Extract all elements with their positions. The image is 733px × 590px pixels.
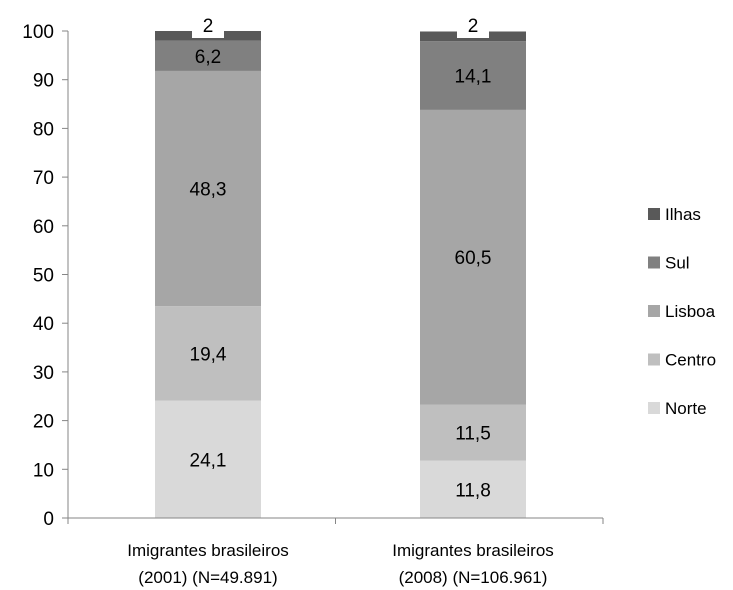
data-label-sul: 6,2	[195, 47, 221, 68]
data-label-ilhas: 2	[203, 16, 214, 37]
legend-swatch-centro	[648, 353, 660, 366]
data-label-norte: 24,1	[190, 450, 227, 471]
bar-segment-centro	[420, 404, 526, 461]
bar-segment-lisboa	[420, 109, 526, 405]
y-tick-label: 20	[33, 412, 54, 433]
data-label-centro: 11,5	[455, 424, 491, 445]
bar-segment-sul	[155, 40, 261, 71]
legend-swatch-norte	[648, 402, 660, 414]
legend-label-ilhas: Ilhas	[665, 205, 701, 224]
y-tick-label: 60	[33, 217, 54, 238]
legend: Ilhas Sul Lisboa Centro Norte	[648, 205, 716, 418]
data-label-sul: 14,1	[455, 67, 492, 88]
bars	[155, 31, 526, 518]
data-labels: 24,1 19,4 48,3 6,2 2 11,8 11,5 60,5 14,1 2	[190, 12, 492, 501]
data-label-background	[457, 12, 489, 38]
y-tick-label: 50	[33, 266, 54, 287]
x-axis: Imigrantes brasileiros (2001) (N=49.891) I…	[67, 517, 604, 587]
legend-swatch-sul	[648, 256, 660, 269]
x-category-label: Imigrantes brasileiros (2001) (N=49.891)	[127, 541, 289, 587]
y-tick-label: 0	[43, 509, 54, 530]
data-label-background	[192, 12, 224, 38]
bar-segment-lisboa	[155, 70, 261, 307]
data-label-norte: 11,8	[455, 480, 491, 501]
legend-swatch-lisboa	[648, 305, 660, 317]
y-tick-label: 40	[33, 314, 54, 335]
legend-label-sul: Sul	[665, 254, 690, 273]
bar-segment-norte	[420, 460, 526, 518]
legend-label-norte: Norte	[665, 399, 707, 418]
data-label-lisboa: 60,5	[455, 248, 492, 269]
data-label-lisboa: 48,3	[190, 180, 227, 201]
x-category-label: Imigrantes brasileiros (2008) (N=106.961)	[392, 541, 554, 587]
y-tick-label: 100	[22, 22, 54, 43]
legend-label-centro: Centro	[665, 351, 716, 370]
y-tick-label: 90	[33, 71, 54, 92]
y-tick-label: 10	[33, 460, 54, 481]
y-tick-label: 80	[33, 119, 54, 140]
bar-segment-centro	[155, 306, 261, 401]
data-label-ilhas: 2	[468, 16, 479, 37]
y-axis: 0 10 20 30 40 50 60 70 80 90 100	[22, 22, 69, 530]
data-label-centro: 19,4	[190, 344, 227, 365]
y-tick-label: 30	[33, 363, 54, 384]
legend-label-lisboa: Lisboa	[665, 302, 716, 321]
bar-segment-sul	[420, 41, 526, 110]
y-tick-label: 70	[33, 168, 54, 189]
legend-swatch-ilhas	[648, 208, 660, 220]
bar-segment-norte	[155, 400, 261, 518]
